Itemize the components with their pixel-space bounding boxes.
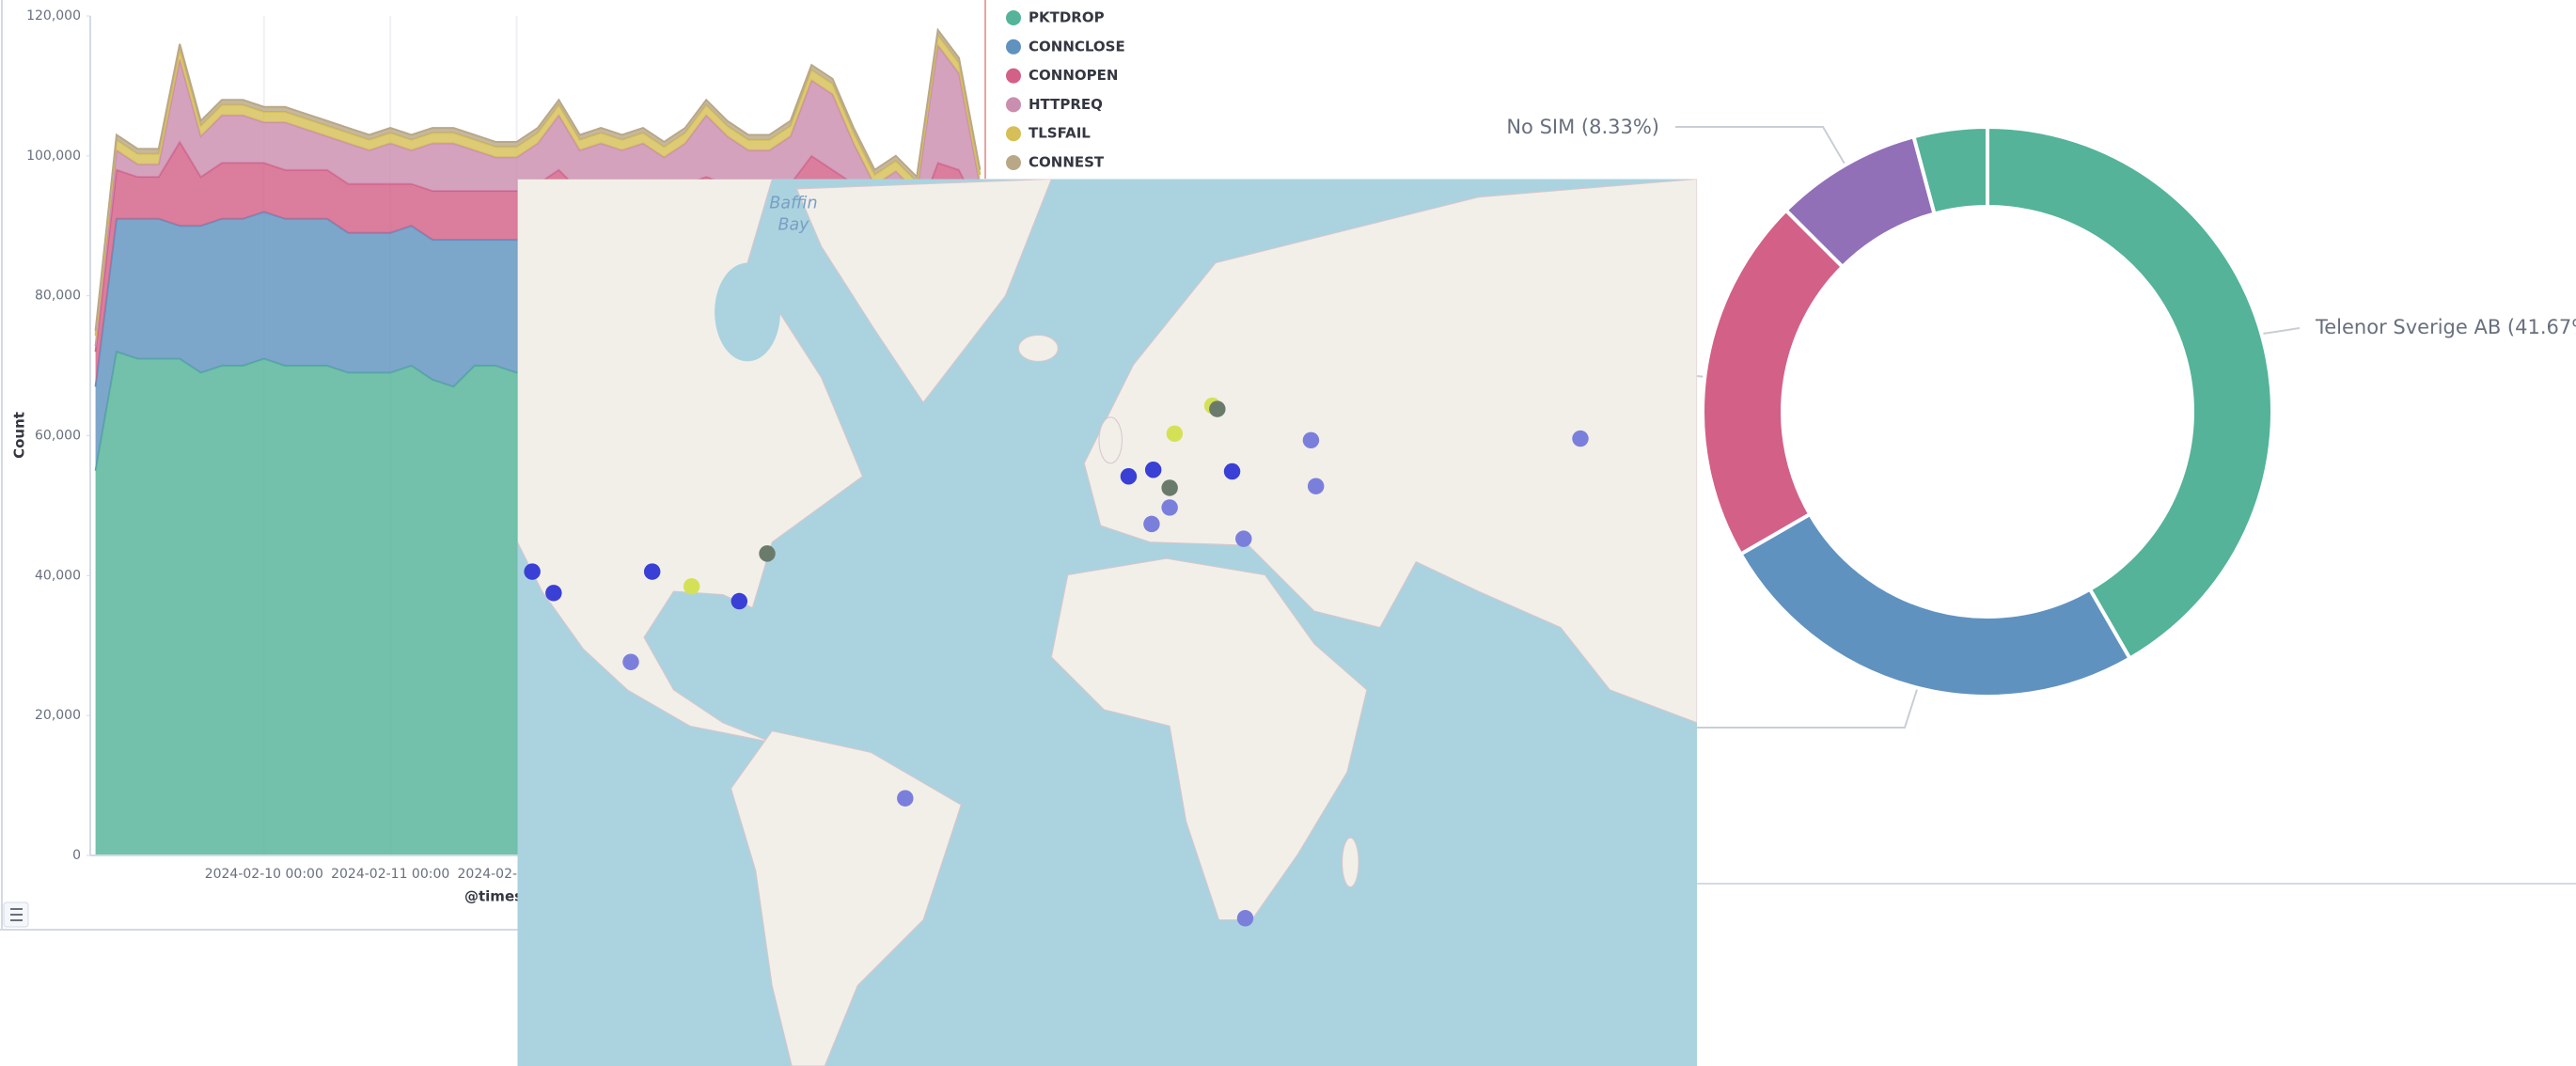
map-point[interactable] <box>1161 499 1178 516</box>
y-axis-title: Count <box>11 412 28 459</box>
map-point[interactable] <box>1120 468 1138 485</box>
y-tick-label: 120,000 <box>26 8 81 24</box>
legend-item[interactable]: CONNEST <box>1006 154 1105 171</box>
land <box>517 179 1698 1066</box>
legend-swatch <box>1006 97 1021 113</box>
donut-chart: Telenor Sverige AB (41.67%) No SIM (8.33%… <box>1506 116 2576 729</box>
map-point[interactable] <box>1223 462 1241 480</box>
legend-swatch <box>1006 126 1021 142</box>
map-point[interactable] <box>1235 530 1252 547</box>
area-edge <box>94 27 982 331</box>
map-point[interactable] <box>1144 462 1162 478</box>
legend-swatch <box>1006 68 1021 84</box>
slice-label: No SIM (8.33%) <box>1506 116 1659 138</box>
legend-item[interactable]: CONNOPEN <box>1006 67 1118 84</box>
map-label: Baffin <box>769 195 817 213</box>
map-point[interactable] <box>730 592 748 610</box>
y-tick-label: 80,000 <box>35 289 81 304</box>
legend-label: TLSFAIL <box>1029 125 1091 142</box>
legend-label: PKTDROP <box>1029 9 1105 26</box>
legend: PKTDROP CONNCLOSE CONNOPEN HTTPREQ TLSFAIL CO… <box>1006 9 1125 171</box>
map-point[interactable] <box>759 545 776 562</box>
map-point[interactable] <box>622 653 639 670</box>
map-point[interactable] <box>1572 430 1589 447</box>
x-tick-label: 2024-02-10 00:00 <box>205 867 323 882</box>
map-point[interactable] <box>1307 478 1325 494</box>
x-tick-label: 2024-02-11 00:00 <box>331 867 449 882</box>
map-point[interactable] <box>1161 479 1178 496</box>
map-point[interactable] <box>1236 910 1254 927</box>
map-point[interactable] <box>643 563 661 580</box>
legend-swatch <box>1006 10 1021 25</box>
legend-toggle[interactable] <box>3 901 29 928</box>
legend-label: CONNOPEN <box>1029 67 1118 84</box>
legend-label: CONNEST <box>1029 154 1105 171</box>
y-tick-label: 0 <box>72 848 81 863</box>
map-point[interactable] <box>683 578 700 595</box>
legend-swatch <box>1006 155 1021 170</box>
donut-slice[interactable] <box>1911 124 1989 216</box>
map-point[interactable] <box>897 790 914 807</box>
donut-slice[interactable] <box>1701 207 1846 557</box>
legend-item[interactable]: PKTDROP <box>1006 9 1105 26</box>
donut-slice[interactable] <box>1737 511 2133 699</box>
slice-label: Telenor Sverige AB (41.67%) <box>2315 316 2576 338</box>
y-tick-label: 60,000 <box>35 429 81 444</box>
legend-swatch <box>1006 39 1021 55</box>
map-point[interactable] <box>524 563 541 580</box>
legend-item[interactable]: HTTPREQ <box>1006 96 1103 113</box>
map-point[interactable] <box>1209 400 1226 417</box>
y-tick-label: 20,000 <box>35 708 81 723</box>
map-label: Bay <box>778 215 809 234</box>
map-points <box>524 397 1589 927</box>
map-point[interactable] <box>1143 515 1160 533</box>
y-tick-label: 40,000 <box>35 568 81 583</box>
legend-label: CONNCLOSE <box>1029 38 1125 55</box>
map[interactable]: Baffin Bay <box>517 179 1698 1066</box>
map-point[interactable] <box>1302 431 1320 449</box>
map-point[interactable] <box>1166 425 1184 443</box>
map-point[interactable] <box>545 585 562 602</box>
donut-slice[interactable] <box>1986 124 2275 662</box>
legend-item[interactable]: CONNCLOSE <box>1006 38 1125 55</box>
legend-label: HTTPREQ <box>1029 96 1103 113</box>
y-tick-label: 100,000 <box>26 149 81 164</box>
legend-item[interactable]: TLSFAIL <box>1006 125 1091 142</box>
